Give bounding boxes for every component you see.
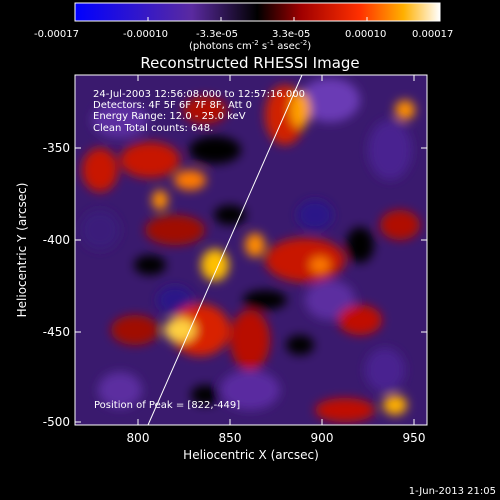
colorbar-tick-label: 0.00010 — [345, 29, 386, 40]
x-tick-label: 900 — [311, 431, 334, 445]
rhessi-image — [75, 75, 427, 425]
colorbar-tick-label: -3.3e-05 — [196, 29, 238, 40]
footer-timestamp: 1-Jun-2013 21:05 — [409, 486, 496, 497]
colorbar-tick-label: -0.00017 — [34, 29, 79, 40]
y-tick-label: -400 — [43, 233, 70, 247]
colorbar-ticks — [74, 17, 441, 21]
info-line: 24-Jul-2003 12:56:08.000 to 12:57:16.000 — [93, 89, 305, 100]
y-tick-label: -450 — [43, 325, 70, 339]
plot-frame — [74, 74, 428, 426]
peak-position-label: Position of Peak = [822,-449] — [94, 400, 240, 411]
x-axis-title: Heliocentric X (arcsec) — [183, 448, 319, 462]
colorbar-tick-label: -0.00010 — [123, 29, 168, 40]
x-tick-label: 850 — [219, 431, 242, 445]
info-line: Energy Range: 12.0 - 25.0 keV — [93, 111, 246, 122]
colorbar-tick-label: 0.00017 — [412, 29, 453, 40]
info-line: Clean Total counts: 648. — [93, 123, 213, 134]
y-axis-title: Heliocentric Y (arcsec) — [15, 183, 29, 318]
y-tick-label: -500 — [43, 415, 70, 429]
y-tick-label: -350 — [43, 141, 70, 155]
limb-line — [147, 74, 303, 426]
x-tick-label: 800 — [127, 431, 150, 445]
colorbar-unit-label: (photons cm-2 s-1 asec-2) — [189, 39, 311, 52]
colorbar-tick-label: 3.3e-05 — [272, 29, 310, 40]
colorbar: -0.00017 -0.00010 -3.3e-05 3.3e-05 0.000… — [34, 2, 453, 52]
info-line: Detectors: 4F 5F 6F 7F 8F, Att 0 — [93, 100, 252, 111]
image-title: Reconstructed RHESSI Image — [140, 54, 359, 72]
colorbar-gradient — [74, 2, 441, 22]
x-tick-label: 950 — [403, 431, 426, 445]
